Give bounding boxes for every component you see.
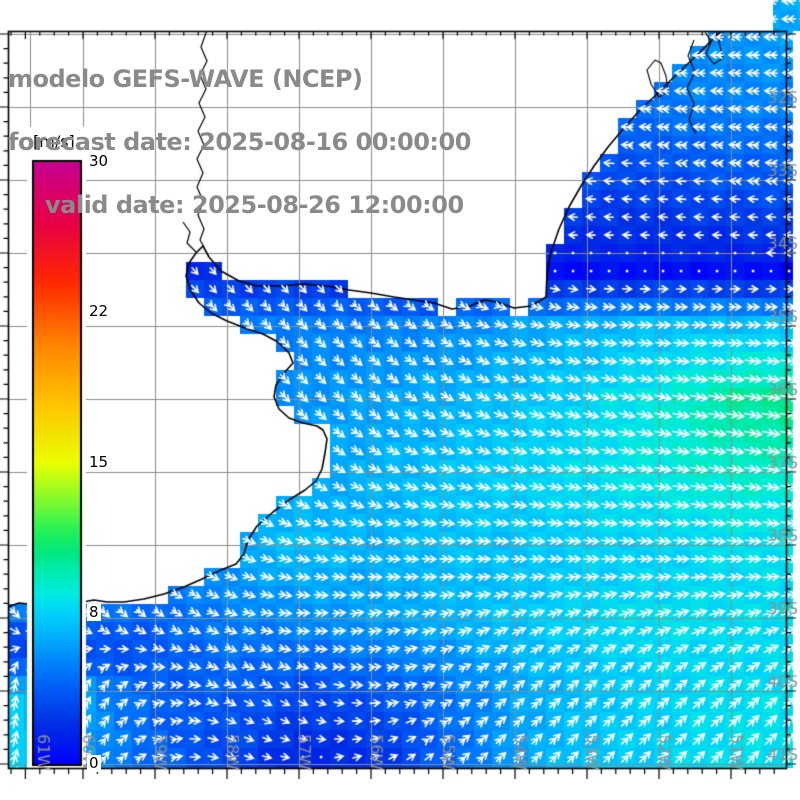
- plot-title-block: modelo GEFS-WAVE (NCEP) forecast date: 2…: [8, 27, 471, 258]
- colorbar-tick-30: 30: [87, 152, 111, 170]
- colorbar-tick-22: 22: [87, 302, 111, 320]
- forecast-date: forecast date: 2025-08-16 00:00:00: [8, 128, 471, 156]
- colorbar-unit-label: [m/s]: [31, 132, 77, 151]
- model-title: modelo GEFS-WAVE (NCEP): [8, 65, 363, 93]
- colorbar-tick-8: 8: [87, 603, 101, 621]
- colorbar-tick-15: 15: [87, 453, 111, 471]
- colorbar-tick-0: 0: [87, 754, 101, 772]
- valid-date: valid date: 2025-08-26 12:00:00: [45, 191, 464, 219]
